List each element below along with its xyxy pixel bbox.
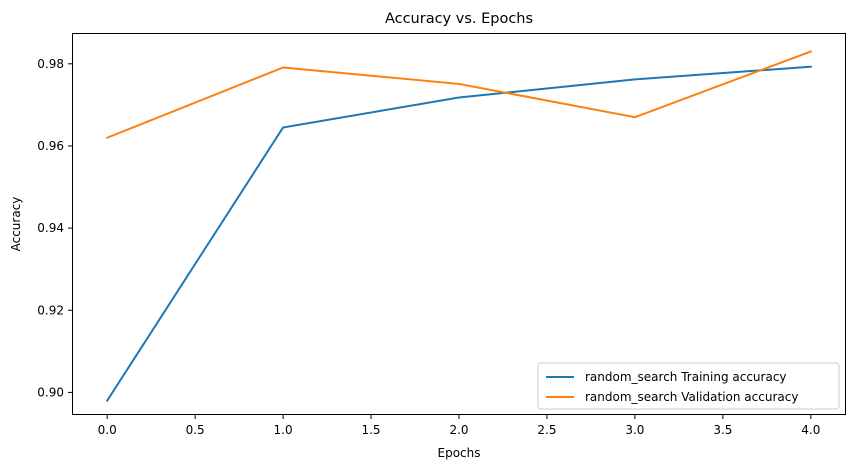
x-axis-label: Epochs bbox=[438, 446, 481, 460]
y-axis-ticks: 0.90 0.92 0.94 0.96 0.98 bbox=[37, 57, 72, 399]
x-tick-label: 0.5 bbox=[186, 423, 205, 437]
plot-area bbox=[72, 33, 846, 415]
y-tick-label: 0.98 bbox=[37, 57, 64, 71]
x-tick-label: 1.5 bbox=[361, 423, 380, 437]
y-tick-label: 0.90 bbox=[37, 385, 64, 399]
legend-label-0: random_search Training accuracy bbox=[585, 370, 787, 384]
y-tick-label: 0.92 bbox=[37, 303, 64, 317]
y-axis-label: Accuracy bbox=[9, 197, 23, 252]
x-tick-label: 4.0 bbox=[801, 423, 820, 437]
legend: random_search Training accuracy random_se… bbox=[537, 362, 840, 410]
x-tick-label: 2.5 bbox=[537, 423, 556, 437]
series-lines bbox=[105, 50, 813, 403]
x-tick-label: 1.0 bbox=[274, 423, 293, 437]
legend-label-1: random_search Validation accuracy bbox=[585, 390, 798, 404]
x-tick-label: 3.5 bbox=[713, 423, 732, 437]
x-tick-label: 3.0 bbox=[625, 423, 644, 437]
x-axis-ticks: 0.0 0.5 1.0 1.5 2.0 2.5 3.0 3.5 4.0 bbox=[98, 415, 820, 437]
x-tick-label: 2.0 bbox=[449, 423, 468, 437]
legend-box bbox=[537, 362, 840, 410]
y-tick-label: 0.96 bbox=[37, 139, 64, 153]
x-tick-label: 0.0 bbox=[98, 423, 117, 437]
y-tick-label: 0.94 bbox=[37, 221, 64, 235]
series-line-1 bbox=[105, 50, 813, 140]
plot-frame bbox=[72, 33, 846, 415]
series-line-0 bbox=[105, 65, 812, 403]
chart-title: Accuracy vs. Epochs bbox=[385, 11, 533, 27]
